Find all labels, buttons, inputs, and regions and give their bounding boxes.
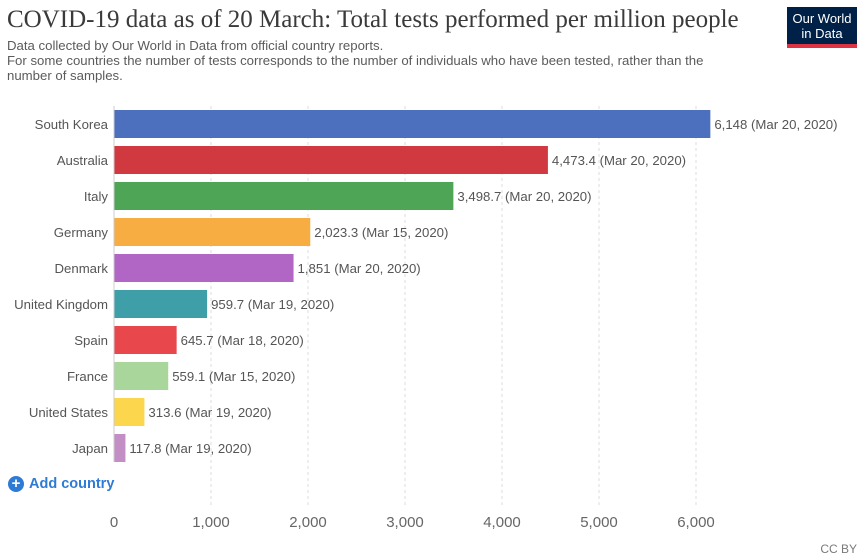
x-tick-label: 1,000 — [192, 514, 230, 531]
category-label: Australia — [57, 153, 109, 168]
bar — [114, 110, 711, 138]
bar — [114, 182, 454, 210]
subtitle-line: Data collected by Our World in Data from… — [7, 38, 384, 53]
value-label: 117.8 (Mar 19, 2020) — [129, 441, 251, 456]
category-label: Germany — [54, 225, 109, 240]
category-label: Italy — [84, 189, 109, 204]
x-tick-label: 3,000 — [386, 514, 424, 531]
owid-logo[interactable]: Our World in Data — [787, 7, 857, 48]
bar — [114, 434, 126, 462]
bar — [114, 254, 294, 282]
add-country-button[interactable]: + Add country — [8, 474, 114, 494]
bar — [114, 218, 311, 246]
value-label: 313.6 (Mar 19, 2020) — [148, 405, 271, 420]
license-label[interactable]: CC BY — [820, 542, 857, 556]
bar — [114, 326, 177, 354]
value-label: 1,851 (Mar 20, 2020) — [298, 261, 421, 276]
value-label: 559.1 (Mar 15, 2020) — [172, 369, 295, 384]
category-label: Japan — [72, 441, 108, 456]
category-label: Denmark — [55, 261, 109, 276]
value-label: 6,148 (Mar 20, 2020) — [714, 117, 837, 132]
category-label: South Korea — [35, 117, 109, 132]
subtitle-line: For some countries the number of tests c… — [7, 53, 704, 68]
chart-subtitle: Data collected by Our World in Data from… — [7, 38, 767, 83]
category-label: France — [67, 369, 108, 384]
bar — [114, 290, 208, 318]
add-country-label: Add country — [29, 476, 115, 492]
x-tick-label: 5,000 — [580, 514, 618, 531]
category-label: United Kingdom — [14, 297, 108, 312]
value-label: 2,023.3 (Mar 15, 2020) — [314, 225, 448, 240]
x-tick-label: 0 — [110, 514, 118, 531]
value-label: 4,473.4 (Mar 20, 2020) — [552, 153, 686, 168]
logo-accent-bar — [787, 44, 857, 48]
category-label: United States — [29, 405, 109, 420]
value-label: 959.7 (Mar 19, 2020) — [211, 297, 334, 312]
bar — [114, 398, 145, 426]
logo-text-line2: in Data — [801, 26, 843, 41]
subtitle-line: number of samples. — [7, 68, 123, 83]
logo-text-line1: Our World — [792, 11, 852, 26]
category-label: Spain — [74, 333, 108, 348]
value-label: 3,498.7 (Mar 20, 2020) — [457, 189, 591, 204]
bar — [114, 362, 169, 390]
x-tick-label: 2,000 — [289, 514, 327, 531]
x-tick-label: 6,000 — [677, 514, 715, 531]
x-tick-label: 4,000 — [483, 514, 521, 531]
value-label: 645.7 (Mar 18, 2020) — [181, 333, 304, 348]
plus-circle-icon: + — [8, 476, 24, 492]
bar — [114, 146, 548, 174]
chart-title: COVID-19 data as of 20 March: Total test… — [7, 6, 739, 33]
